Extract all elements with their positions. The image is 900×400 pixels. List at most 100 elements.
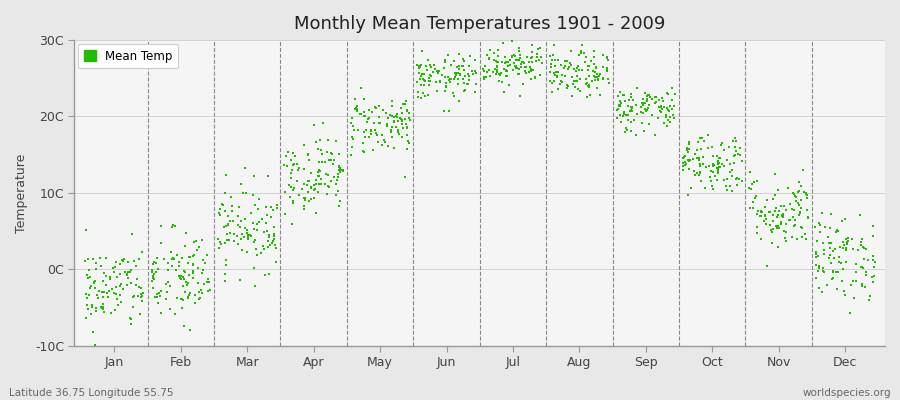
Point xyxy=(122,269,137,276)
Point xyxy=(723,168,737,175)
Point xyxy=(620,127,634,133)
Point xyxy=(574,50,589,56)
Point xyxy=(501,59,516,66)
Point xyxy=(518,68,532,74)
Point xyxy=(769,205,783,212)
Point xyxy=(489,71,503,77)
Point xyxy=(638,108,652,114)
Point xyxy=(297,195,311,201)
Point xyxy=(699,164,714,170)
Point xyxy=(220,212,235,219)
Point xyxy=(358,134,373,140)
Point xyxy=(565,93,580,99)
Point xyxy=(834,217,849,224)
Point xyxy=(385,134,400,140)
Point xyxy=(776,212,790,218)
Point xyxy=(808,254,823,260)
Point xyxy=(832,244,847,250)
Point xyxy=(381,143,395,149)
Point xyxy=(516,80,530,87)
Point xyxy=(728,148,742,155)
Point xyxy=(818,224,832,230)
Point xyxy=(572,63,586,69)
Point xyxy=(622,97,636,103)
Point xyxy=(154,223,168,230)
Point xyxy=(330,173,345,180)
Point xyxy=(745,181,760,187)
Point xyxy=(799,191,814,197)
Point xyxy=(324,178,338,184)
Point xyxy=(513,93,527,99)
Point xyxy=(681,192,696,198)
Point xyxy=(688,151,703,157)
Point xyxy=(280,163,294,169)
Point xyxy=(395,118,410,125)
Point xyxy=(579,54,593,60)
Point xyxy=(429,88,444,94)
Point xyxy=(548,63,562,69)
Point xyxy=(185,253,200,260)
Point xyxy=(217,224,231,230)
Point xyxy=(420,92,435,98)
Point xyxy=(866,223,880,229)
Point xyxy=(800,192,814,198)
Point xyxy=(499,60,513,66)
Point xyxy=(809,262,824,269)
Point xyxy=(319,181,333,187)
Point xyxy=(648,100,662,106)
Point xyxy=(789,198,804,204)
Point xyxy=(600,65,615,71)
Point xyxy=(309,139,323,145)
Point xyxy=(863,292,878,299)
Point xyxy=(390,111,404,118)
Point xyxy=(587,48,601,55)
Point xyxy=(709,165,724,171)
Point xyxy=(231,240,246,247)
Point xyxy=(463,53,477,60)
Point xyxy=(227,238,241,244)
Point xyxy=(284,184,298,190)
Point xyxy=(855,236,869,242)
Point xyxy=(464,68,479,74)
Point xyxy=(717,147,732,153)
Point xyxy=(263,242,277,248)
Point xyxy=(123,316,138,322)
Point xyxy=(284,170,299,177)
Point xyxy=(856,243,870,250)
Point xyxy=(859,272,873,278)
Point xyxy=(835,239,850,245)
Point xyxy=(101,294,115,300)
Point xyxy=(421,74,436,81)
Point xyxy=(131,284,146,291)
Point xyxy=(525,59,539,66)
Point xyxy=(815,268,830,275)
Point xyxy=(126,304,140,310)
Point xyxy=(444,76,458,82)
Point xyxy=(314,176,328,182)
Point xyxy=(422,78,436,84)
Point xyxy=(166,256,181,262)
Point xyxy=(588,69,602,76)
Point xyxy=(175,276,189,282)
Point xyxy=(846,278,860,284)
Point xyxy=(152,290,166,296)
Point xyxy=(131,256,146,262)
Point xyxy=(832,259,847,265)
Point xyxy=(235,247,249,253)
Point xyxy=(372,102,386,109)
Point xyxy=(796,167,810,173)
Point xyxy=(284,156,298,163)
Point xyxy=(421,81,436,88)
Point xyxy=(808,224,823,231)
Point xyxy=(113,271,128,278)
Point xyxy=(302,157,316,164)
Point xyxy=(662,108,676,114)
Point xyxy=(442,77,456,84)
Point xyxy=(842,310,857,317)
Point xyxy=(788,207,802,213)
Point xyxy=(192,280,206,286)
Point xyxy=(689,147,704,153)
Point xyxy=(457,67,472,73)
Point xyxy=(610,106,625,113)
Point xyxy=(494,70,508,76)
